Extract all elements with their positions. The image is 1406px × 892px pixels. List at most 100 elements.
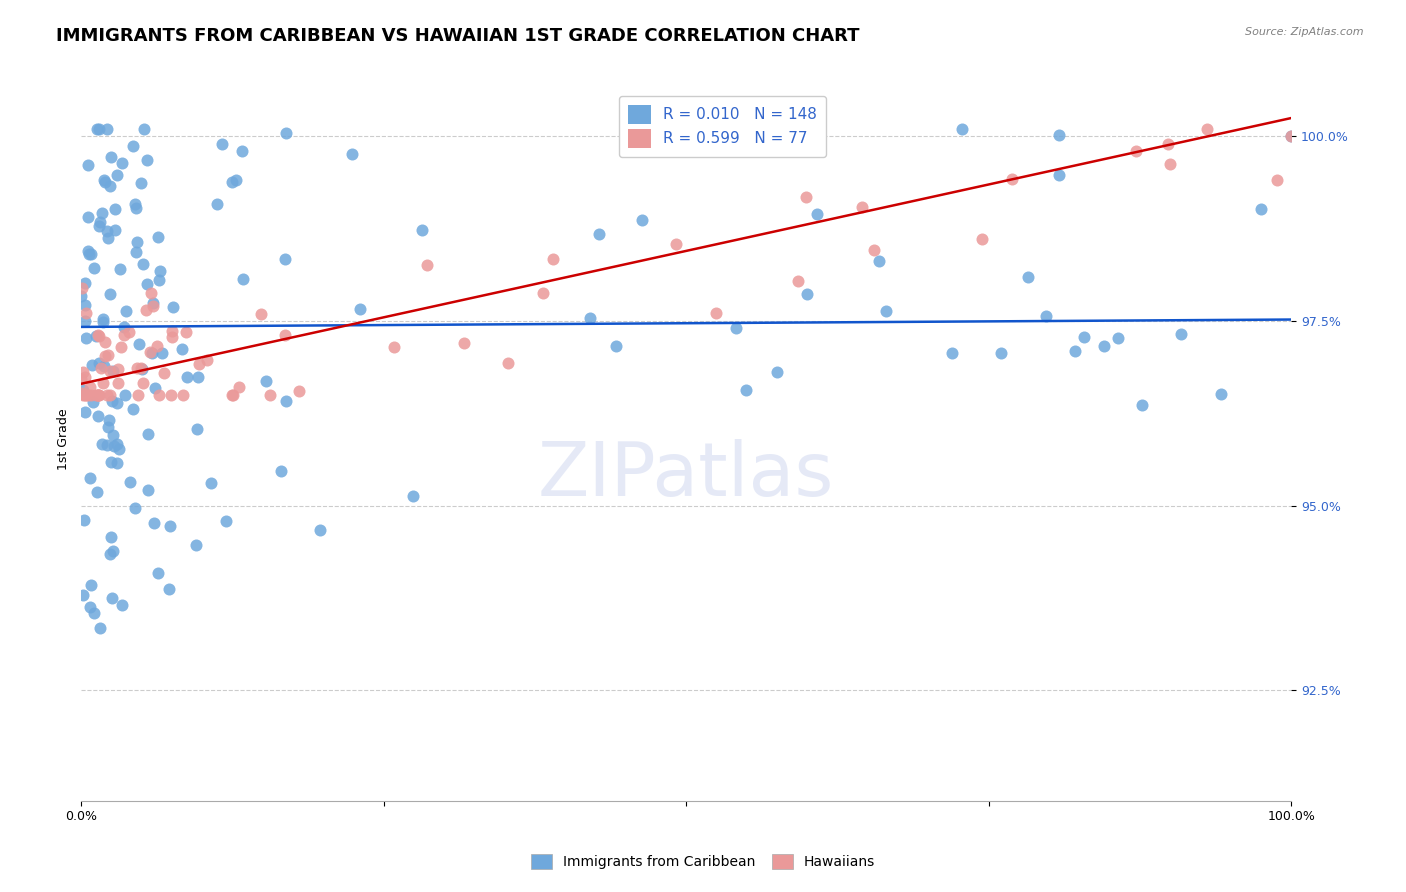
Point — [143, 516, 166, 530]
Point — [1197, 122, 1219, 136]
Point — [87, 388, 110, 402]
Point — [415, 259, 437, 273]
Point — [90, 360, 112, 375]
Point — [77, 158, 100, 172]
Point — [184, 538, 207, 552]
Point — [274, 328, 297, 343]
Point — [1017, 269, 1039, 284]
Point — [796, 287, 818, 301]
Point — [111, 598, 134, 612]
Point — [186, 422, 208, 436]
Point — [863, 243, 886, 257]
Point — [114, 304, 136, 318]
Point — [72, 383, 94, 397]
Point — [89, 219, 111, 234]
Point — [806, 207, 828, 221]
Point — [453, 336, 475, 351]
Point — [96, 388, 118, 402]
Point — [70, 281, 93, 295]
Point — [83, 606, 105, 620]
Point — [145, 339, 167, 353]
Point — [86, 388, 108, 402]
Point — [75, 331, 97, 345]
Point — [132, 256, 155, 270]
Point — [148, 388, 170, 402]
Point — [349, 301, 371, 316]
Point — [89, 329, 111, 343]
Point — [80, 388, 103, 402]
Point — [231, 144, 253, 158]
Point — [1159, 157, 1181, 171]
Point — [97, 420, 120, 434]
Point — [148, 566, 170, 580]
Point — [91, 315, 114, 329]
Point — [107, 442, 129, 457]
Point — [105, 456, 128, 470]
Point — [172, 388, 194, 402]
Point — [72, 588, 94, 602]
Point — [104, 202, 127, 216]
Point — [215, 514, 238, 528]
Point — [172, 343, 194, 357]
Point — [274, 252, 297, 266]
Point — [225, 173, 247, 187]
Point — [128, 336, 150, 351]
Point — [87, 122, 110, 136]
Point — [75, 306, 97, 320]
Point — [77, 244, 100, 259]
Point — [79, 380, 101, 394]
Point — [107, 376, 129, 390]
Point — [162, 300, 184, 314]
Point — [148, 229, 170, 244]
Point — [1125, 144, 1147, 158]
Point — [950, 122, 973, 136]
Point — [94, 349, 117, 363]
Point — [80, 247, 103, 261]
Point — [221, 175, 243, 189]
Point — [157, 582, 180, 596]
Point — [87, 388, 110, 402]
Point — [70, 385, 93, 400]
Point — [131, 361, 153, 376]
Point — [75, 388, 97, 402]
Point — [75, 388, 97, 402]
Point — [309, 523, 332, 537]
Point — [162, 330, 184, 344]
Point — [259, 388, 281, 402]
Point — [105, 396, 128, 410]
Point — [254, 374, 277, 388]
Point — [578, 311, 600, 326]
Point — [205, 197, 228, 211]
Point — [91, 205, 114, 219]
Point — [222, 388, 245, 402]
Point — [531, 286, 554, 301]
Point — [101, 393, 124, 408]
Point — [1209, 387, 1232, 401]
Point — [118, 475, 141, 490]
Point — [411, 223, 433, 237]
Point — [107, 361, 129, 376]
Point — [132, 376, 155, 390]
Y-axis label: 1st Grade: 1st Grade — [58, 409, 70, 470]
Point — [794, 190, 817, 204]
Point — [221, 388, 243, 402]
Point — [630, 213, 652, 227]
Point — [135, 277, 157, 291]
Point — [89, 214, 111, 228]
Point — [91, 376, 114, 390]
Point — [142, 299, 165, 313]
Point — [122, 402, 145, 417]
Point — [73, 298, 96, 312]
Point — [160, 388, 183, 402]
Point — [84, 388, 107, 402]
Point — [112, 328, 135, 343]
Point — [127, 388, 149, 402]
Point — [101, 591, 124, 606]
Point — [70, 372, 93, 386]
Point — [122, 139, 145, 153]
Point — [588, 227, 610, 241]
Point — [195, 352, 218, 367]
Point — [851, 200, 873, 214]
Point — [112, 320, 135, 334]
Point — [73, 405, 96, 419]
